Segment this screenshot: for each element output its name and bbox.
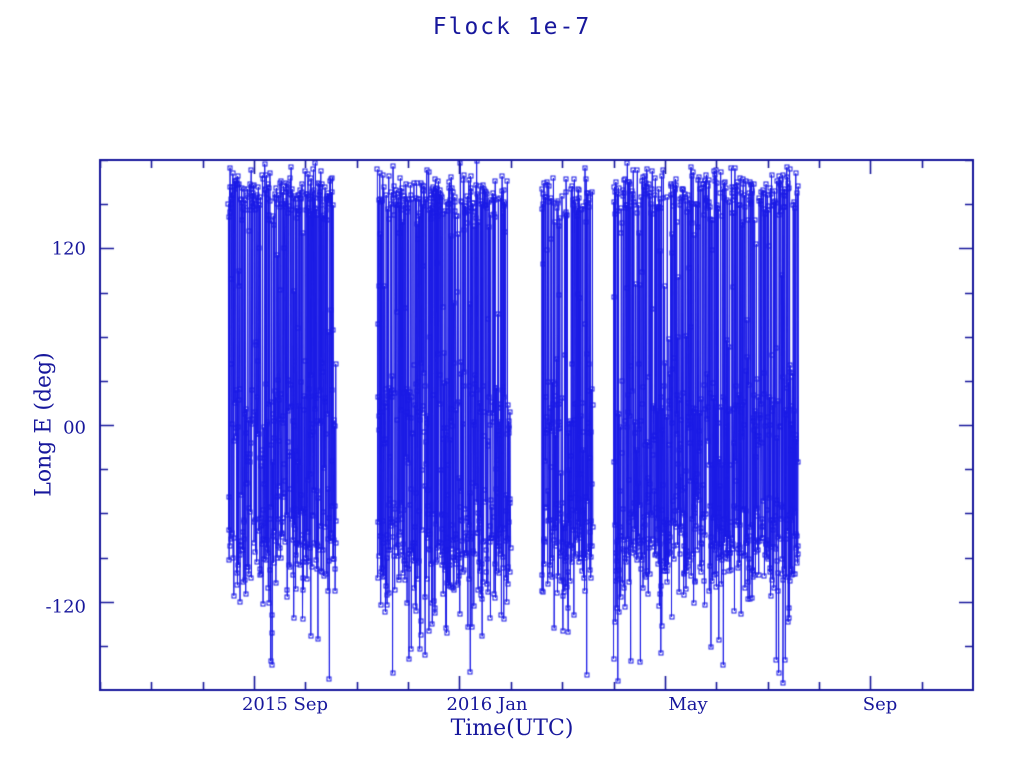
y-tick-label-minus-120: -120 — [45, 596, 86, 618]
y-tick-label-0: 00 — [63, 417, 86, 439]
x-tick-label-2016-jan: 2016 Jan — [446, 694, 528, 715]
x-tick-label-sep: Sep — [862, 694, 898, 715]
x-tick-label-2015-sep: 2015 Sep — [241, 694, 329, 715]
x-axis-label: Time(UTC) — [450, 716, 574, 741]
x-tick-label-may: May — [668, 694, 708, 715]
y-tick-label-120: 120 — [51, 238, 86, 260]
